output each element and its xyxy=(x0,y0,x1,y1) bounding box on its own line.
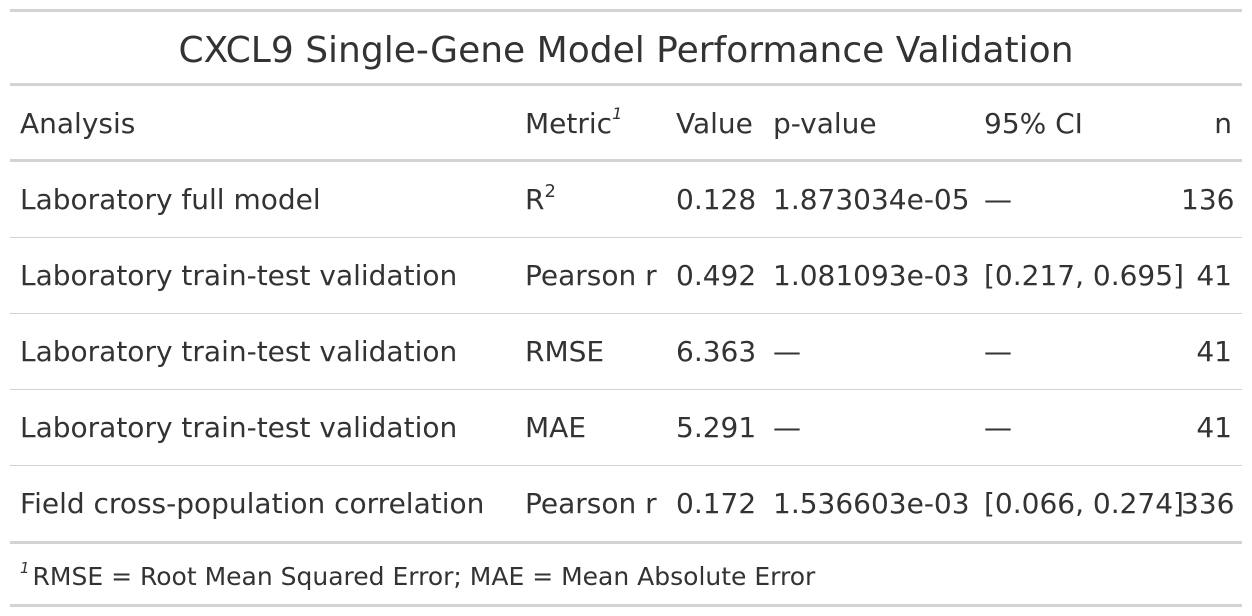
cell-ci: [0.066, 0.274] xyxy=(974,464,1184,541)
cell-analysis: Laboratory full model xyxy=(20,182,321,216)
bottom-rule xyxy=(10,604,1242,607)
col-header-metric: Metric1 xyxy=(515,86,666,159)
cell-metric-label: R xyxy=(525,182,545,216)
footnote-mark: 1 xyxy=(612,104,623,123)
data-table-body: Laboratory full model R2 0.128 1.873034e… xyxy=(10,162,1242,541)
cell-ci: — xyxy=(974,312,1181,389)
table-row: Laboratory train-test validation MAE 5.2… xyxy=(10,388,1242,465)
cell-analysis: Field cross-population correlation xyxy=(10,464,515,541)
col-header-n: n xyxy=(1214,107,1232,140)
body-rule xyxy=(10,541,1242,544)
cell-n: 41 xyxy=(1181,388,1242,465)
cell-analysis: Laboratory train-test validation xyxy=(10,312,515,389)
data-table: Analysis Metric1 Value p-value 95% CI n xyxy=(10,86,1242,159)
cell-analysis: Laboratory train-test validation xyxy=(10,388,515,465)
cell-metric: RMSE xyxy=(515,312,666,389)
col-header-pvalue: p-value xyxy=(773,107,877,140)
cell-metric: R2 xyxy=(515,162,666,237)
cell-pvalue: 1.873034e-05 xyxy=(773,182,970,216)
cell-metric: Pearson r xyxy=(515,236,666,313)
cell-pvalue: — xyxy=(763,388,974,465)
table-row: Field cross-population correlation Pears… xyxy=(10,464,1242,541)
cell-pvalue: — xyxy=(763,312,974,389)
table-row: Laboratory train-test validation Pearson… xyxy=(10,236,1242,313)
table-footnote: 1 RMSE = Root Mean Squared Error; MAE = M… xyxy=(10,544,1242,604)
cell-analysis: Laboratory train-test validation xyxy=(10,236,515,313)
results-table: CXCL9 Single-Gene Model Performance Vali… xyxy=(10,9,1242,607)
cell-value: 0.172 xyxy=(666,464,763,541)
table-row: Laboratory train-test validation RMSE 6.… xyxy=(10,312,1242,389)
col-header-value: Value xyxy=(676,107,753,140)
cell-value: 6.363 xyxy=(666,312,763,389)
cell-ci: [0.217, 0.695] xyxy=(974,236,1184,313)
table-title: CXCL9 Single-Gene Model Performance Vali… xyxy=(178,30,1074,71)
cell-metric-superscript: 2 xyxy=(544,180,556,202)
cell-pvalue: 1.536603e-03 xyxy=(763,464,974,541)
top-rule xyxy=(10,9,1242,12)
title-rule xyxy=(10,83,1242,86)
table-row: Laboratory full model R2 0.128 1.873034e… xyxy=(10,162,1242,237)
cell-n: 136 xyxy=(1181,182,1235,216)
footnote-marker: 1 xyxy=(20,559,30,577)
col-header-ci: 95% CI xyxy=(984,107,1083,140)
cell-ci: — xyxy=(984,182,1012,216)
footnote-text: RMSE = Root Mean Squared Error; MAE = Me… xyxy=(32,562,816,591)
cell-n: 336 xyxy=(1181,464,1242,541)
cell-pvalue: 1.081093e-03 xyxy=(763,236,974,313)
cell-value: 0.492 xyxy=(666,236,763,313)
cell-value: 5.291 xyxy=(666,388,763,465)
col-header-analysis: Analysis xyxy=(20,107,136,140)
header-row: Analysis Metric1 Value p-value 95% CI n xyxy=(10,86,1242,159)
cell-n: 41 xyxy=(1181,312,1242,389)
col-header-metric-label: Metric xyxy=(525,107,613,140)
cell-n: 41 xyxy=(1181,236,1242,313)
cell-ci: — xyxy=(974,388,1181,465)
cell-value: 0.128 xyxy=(676,182,757,216)
cell-metric: Pearson r xyxy=(515,464,666,541)
cell-metric: MAE xyxy=(515,388,666,465)
header-rule xyxy=(10,159,1242,162)
